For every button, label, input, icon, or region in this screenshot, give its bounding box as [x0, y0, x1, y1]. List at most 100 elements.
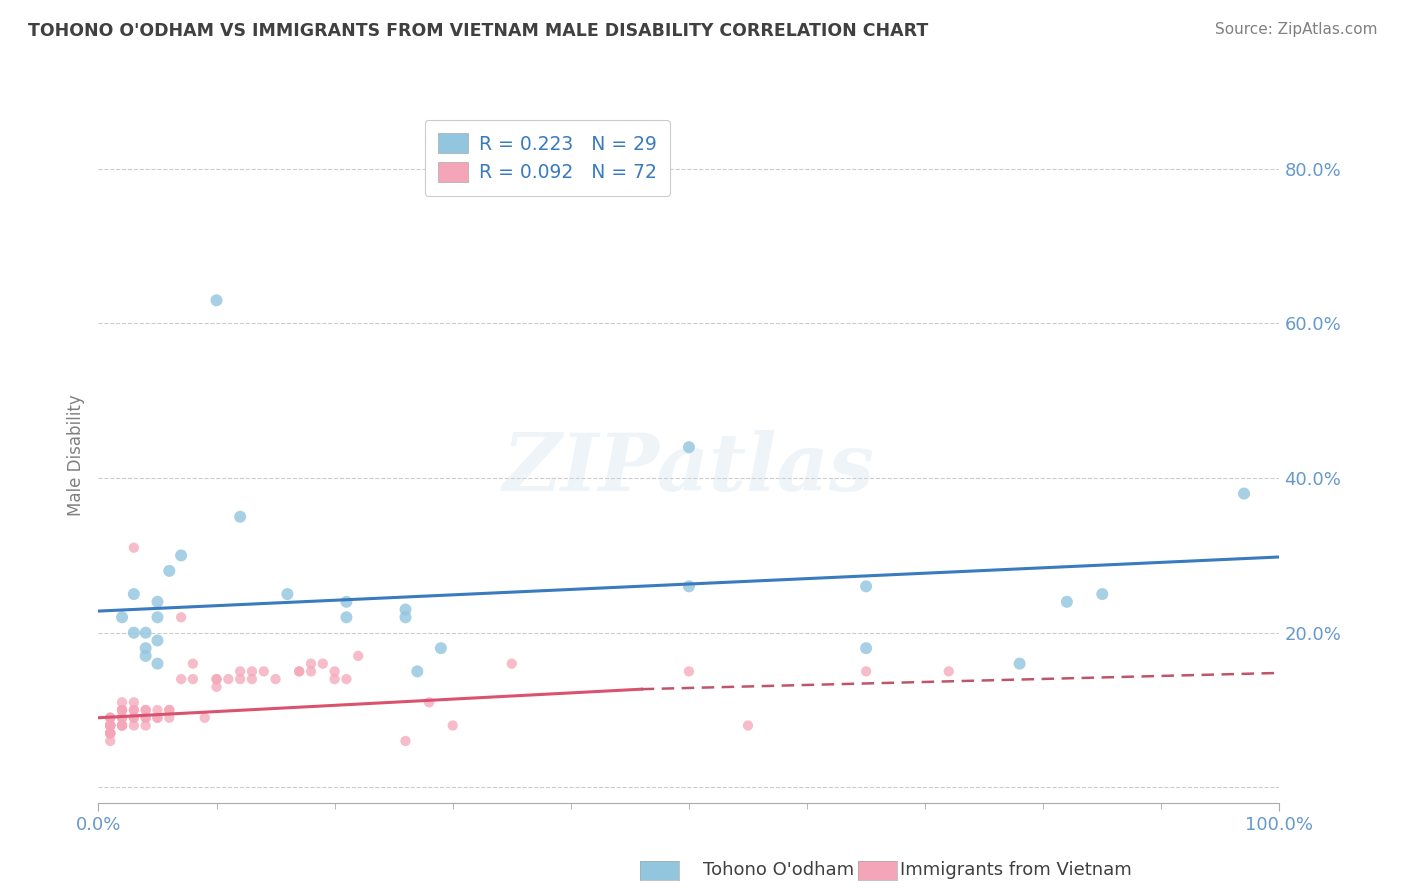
Point [181, 657, 204, 671]
Point [253, 665, 276, 679]
Legend: R = 0.223   N = 29, R = 0.092   N = 72: R = 0.223 N = 29, R = 0.092 N = 72 [425, 120, 669, 195]
Point [276, 587, 298, 601]
Point [135, 703, 157, 717]
Point [122, 711, 145, 725]
Point [111, 711, 134, 725]
Point [98, 718, 121, 732]
Point [1233, 486, 1256, 500]
Point [205, 293, 228, 308]
Y-axis label: Male Disability: Male Disability [66, 394, 84, 516]
Point [146, 633, 169, 648]
Point [122, 718, 145, 732]
Point [122, 587, 145, 601]
Point [111, 718, 134, 732]
Point [98, 726, 121, 740]
Point [146, 711, 169, 725]
Point [347, 648, 370, 663]
Point [205, 672, 228, 686]
Point [205, 680, 228, 694]
Text: Immigrants from Vietnam: Immigrants from Vietnam [900, 861, 1132, 879]
Point [157, 711, 180, 725]
Point [335, 672, 357, 686]
Point [394, 610, 416, 624]
Point [170, 549, 193, 563]
Point [323, 672, 346, 686]
Text: TOHONO O'ODHAM VS IMMIGRANTS FROM VIETNAM MALE DISABILITY CORRELATION CHART: TOHONO O'ODHAM VS IMMIGRANTS FROM VIETNA… [28, 22, 928, 40]
Point [394, 602, 416, 616]
Point [1008, 657, 1031, 671]
Point [135, 711, 157, 725]
Point [98, 726, 121, 740]
Point [98, 711, 121, 725]
Point [98, 726, 121, 740]
Point [122, 695, 145, 709]
Point [122, 541, 145, 555]
Point [146, 703, 169, 717]
Point [678, 665, 700, 679]
Point [98, 718, 121, 732]
Point [157, 564, 180, 578]
Point [418, 695, 440, 709]
Point [170, 672, 193, 686]
Point [146, 610, 169, 624]
Point [501, 657, 523, 671]
Point [181, 672, 204, 686]
Point [157, 703, 180, 717]
Point [135, 625, 157, 640]
Point [122, 711, 145, 725]
Point [441, 718, 464, 732]
Point [194, 711, 217, 725]
Text: ZIPatlas: ZIPatlas [503, 430, 875, 508]
Point [1091, 587, 1114, 601]
Point [111, 703, 134, 717]
Point [135, 718, 157, 732]
Point [157, 703, 180, 717]
Point [229, 672, 252, 686]
Point [122, 625, 145, 640]
Point [205, 672, 228, 686]
Point [98, 718, 121, 732]
Point [98, 718, 121, 732]
Point [229, 509, 252, 524]
Point [312, 657, 335, 671]
Point [855, 579, 877, 593]
Point [135, 703, 157, 717]
Text: Source: ZipAtlas.com: Source: ZipAtlas.com [1215, 22, 1378, 37]
Point [335, 610, 357, 624]
Point [111, 610, 134, 624]
Point [111, 711, 134, 725]
Point [111, 703, 134, 717]
Point [122, 703, 145, 717]
Point [430, 641, 453, 656]
Point [678, 579, 700, 593]
Point [855, 641, 877, 656]
Point [394, 734, 416, 748]
Point [217, 672, 239, 686]
Point [146, 657, 169, 671]
Point [98, 711, 121, 725]
Point [146, 595, 169, 609]
Point [98, 711, 121, 725]
Point [135, 641, 157, 656]
Point [98, 734, 121, 748]
Point [98, 726, 121, 740]
Point [737, 718, 759, 732]
Point [146, 711, 169, 725]
Point [288, 665, 311, 679]
Point [111, 718, 134, 732]
Point [135, 648, 157, 663]
Point [111, 703, 134, 717]
Point [240, 665, 263, 679]
Point [1056, 595, 1078, 609]
Point [111, 718, 134, 732]
Point [678, 440, 700, 454]
Point [122, 703, 145, 717]
Point [288, 665, 311, 679]
Point [335, 595, 357, 609]
Text: Tohono O'odham: Tohono O'odham [703, 861, 853, 879]
Point [229, 665, 252, 679]
Point [406, 665, 429, 679]
Point [135, 711, 157, 725]
Point [170, 610, 193, 624]
Point [938, 665, 960, 679]
